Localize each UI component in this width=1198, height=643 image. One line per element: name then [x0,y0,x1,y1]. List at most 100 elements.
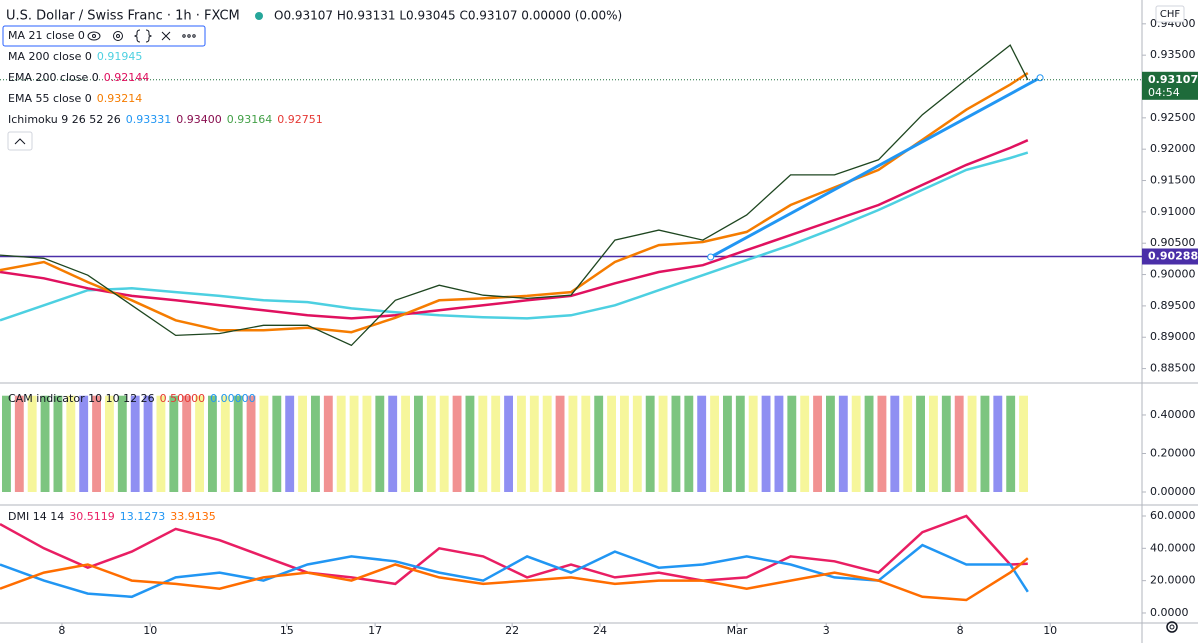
legend-value: 30.5119 [69,510,115,523]
bar [645,395,655,493]
legend-name: MA 21 close 0 [8,29,85,42]
bar [439,395,449,493]
bar [349,395,359,493]
bar [504,395,513,493]
bar [375,395,385,493]
bar [259,395,269,493]
bar [478,395,488,493]
bar [826,395,835,493]
bar [362,395,372,493]
series-line [0,139,1029,320]
bar [517,395,526,493]
bar [658,395,668,493]
legend-name: CAM indicator 10 10 12 26 [8,392,155,405]
x-tick-label: 8 [58,624,65,637]
bar [246,395,256,493]
bar [967,395,977,493]
bar [1019,395,1028,493]
bar [79,395,89,493]
bar [195,395,204,493]
y-tick-label: 0.90500 [1150,236,1196,249]
legend-value: 0.91945 [97,50,143,63]
unit-label: CHF [1160,9,1181,20]
bar [143,395,153,493]
bar [581,395,591,493]
y-tick-label: 60.0000 [1150,509,1196,522]
bar [491,395,501,493]
bar [414,395,423,493]
x-tick-label: 8 [957,624,964,637]
bar [233,395,243,493]
bar [568,395,578,493]
market-status [255,12,263,20]
legend-name: EMA 55 close 0 [8,92,92,105]
bar [980,395,990,493]
legend-value: 0.92751 [277,113,323,126]
legend-entry: DMI 14 14 30.5119 13.1273 33.9135 [8,510,216,523]
bar [864,395,874,493]
x-tick-label: 15 [280,624,294,637]
bar [208,395,217,493]
legend-entry: EMA 200 close 0 0.92144 [8,71,149,84]
legend-value: 13.1273 [120,510,166,523]
legend-value: 33.9135 [170,510,216,523]
legend-value: 0.92144 [104,71,150,84]
bar [620,395,629,493]
bar [929,395,938,493]
ohlc: O0.93107 H0.93131 L0.93045 C0.93107 0.00… [274,9,622,23]
y-tick-label: 0.0000 [1150,606,1189,619]
legend-name: DMI 14 14 [8,510,64,523]
bar [130,395,140,493]
bar [156,395,166,493]
series-line [0,44,1029,347]
y-tick-label: 0.88500 [1150,362,1196,375]
bar [401,395,410,493]
bar [916,395,925,493]
bar [2,395,11,493]
bar [607,395,616,493]
y-tick-label: 0.89500 [1150,299,1196,312]
legend-value: 0.93400 [176,113,222,126]
y-tick-label: 0.93500 [1150,48,1196,61]
trend-handle [707,253,715,261]
y-tick-label: 0.92500 [1150,111,1196,124]
bar [272,395,282,493]
legend-value: 0.93331 [126,113,172,126]
bar [748,395,758,493]
trend-handle [1036,74,1044,82]
y-tick-label: 0.92000 [1150,142,1196,155]
bar [66,395,76,493]
collapse-icon [14,138,26,145]
collapse-button[interactable] [7,131,33,151]
legend-entry: MA 200 close 0 0.91945 [8,50,142,63]
bar [594,395,604,493]
legend-value: 0.93214 [97,92,143,105]
x-tick-label: 22 [505,624,519,637]
settings-icon[interactable] [1166,621,1178,633]
legend-entry: Ichimoku 9 26 52 26 0.93331 0.93400 0.93164… [8,113,323,126]
last-price-label: 0.93107 [1148,73,1198,86]
series-line [0,72,1029,334]
bar [710,395,719,493]
y-tick-label: 40.0000 [1150,541,1196,554]
x-tick-label: Mar [727,624,748,637]
bar [285,395,295,493]
bar [220,395,230,493]
bar [27,395,37,493]
bar [169,395,179,493]
bar [787,395,797,493]
countdown: 04:54 [1148,86,1180,99]
unit-box [1155,5,1185,23]
price-label-box [1142,248,1198,265]
bar [53,395,63,493]
x-tick-label: 10 [1043,624,1057,637]
bar [465,395,475,493]
y-tick-label: 0.20000 [1150,446,1196,459]
bar [298,395,307,493]
legend-value: 0.93164 [227,113,273,126]
legend-value: 0.50000 [160,392,206,405]
x-tick-label: 17 [368,624,382,637]
bar [774,395,784,493]
legend-entry: MA 21 close 0 [8,29,85,42]
indicator-controls[interactable] [87,29,196,43]
